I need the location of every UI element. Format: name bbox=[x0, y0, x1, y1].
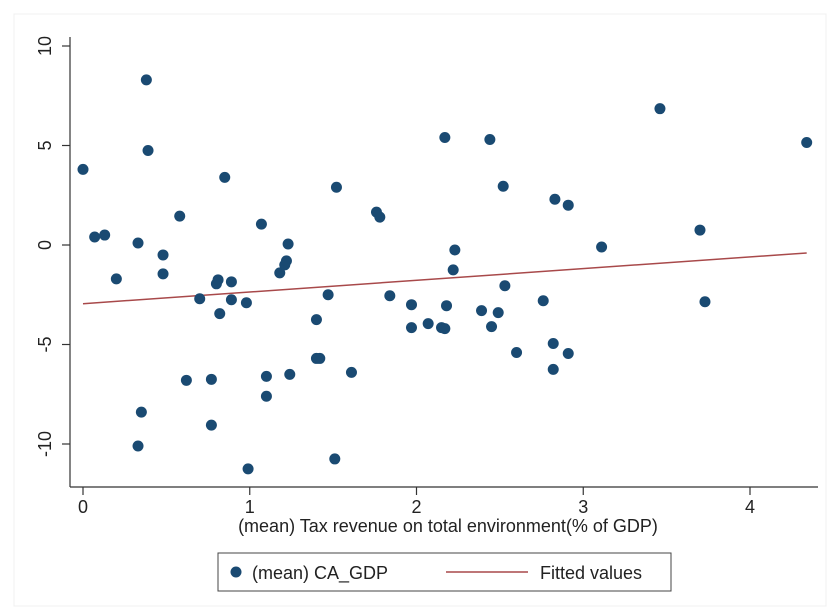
legend-label-ca-gdp: (mean) CA_GDP bbox=[252, 563, 388, 584]
scatter-point bbox=[374, 211, 386, 223]
legend-box bbox=[217, 552, 672, 592]
scatter-point bbox=[314, 352, 326, 364]
scatter-point bbox=[99, 229, 111, 241]
scatter-point bbox=[135, 406, 147, 418]
scatter-point bbox=[447, 264, 459, 276]
scatter-point bbox=[476, 305, 488, 317]
scatter-point bbox=[439, 132, 451, 144]
x-tick-label: 0 bbox=[78, 497, 88, 517]
scatter-point bbox=[132, 440, 144, 452]
scatter-point bbox=[205, 373, 217, 385]
scatter-point bbox=[422, 318, 434, 330]
scatter-point bbox=[174, 210, 186, 222]
scatter-point bbox=[497, 180, 509, 192]
scatter-point bbox=[89, 231, 101, 243]
scatter-point bbox=[142, 144, 154, 156]
scatter-point bbox=[260, 370, 272, 382]
y-tick-label: 10 bbox=[35, 36, 55, 56]
x-tick-label: 2 bbox=[411, 497, 421, 517]
scatter-point bbox=[654, 103, 666, 115]
scatter-point bbox=[225, 276, 237, 288]
scatter-point bbox=[330, 181, 342, 193]
scatter-point bbox=[484, 134, 496, 146]
scatter-point bbox=[492, 307, 504, 319]
scatter-point bbox=[801, 137, 813, 149]
scatter-point bbox=[322, 289, 334, 301]
scatter-point bbox=[77, 163, 89, 175]
scatter-point bbox=[284, 368, 296, 380]
scatter-point bbox=[180, 374, 192, 386]
scatter-point bbox=[547, 363, 559, 375]
scatter-point bbox=[242, 463, 254, 475]
y-axis-ticks: -10 -5 0 5 10 bbox=[35, 36, 70, 457]
scatter-point bbox=[132, 237, 144, 249]
scatter-point bbox=[212, 274, 224, 286]
x-axis-ticks: 0 1 2 3 4 bbox=[78, 487, 755, 517]
scatter-point bbox=[329, 453, 341, 465]
scatter-point bbox=[219, 171, 231, 183]
scatter-point bbox=[699, 296, 711, 308]
y-tick-label: 0 bbox=[35, 240, 55, 250]
x-tick-label: 3 bbox=[578, 497, 588, 517]
x-axis: 0 1 2 3 4 (mean) Tax revenue on total enviro… bbox=[70, 486, 818, 536]
legend-label-fitted: Fitted values bbox=[540, 563, 642, 583]
scatter-point bbox=[205, 419, 217, 431]
scatter-point bbox=[694, 224, 706, 236]
scatter-point bbox=[405, 299, 417, 311]
scatter-points-layer bbox=[77, 74, 813, 475]
y-tick-label: -5 bbox=[35, 336, 55, 352]
x-tick-label: 1 bbox=[245, 497, 255, 517]
scatter-point bbox=[274, 267, 286, 279]
scatter-point bbox=[486, 321, 498, 333]
scatter-point bbox=[110, 273, 122, 285]
scatter-point bbox=[441, 300, 453, 312]
scatter-point bbox=[562, 199, 574, 211]
scatter-point bbox=[439, 323, 451, 335]
scatter-point bbox=[194, 293, 206, 305]
y-tick-label: -10 bbox=[35, 431, 55, 457]
scatter-point bbox=[225, 294, 237, 306]
scatter-point bbox=[596, 241, 608, 253]
legend-marker-ca-gdp bbox=[230, 566, 242, 578]
legend: (mean) CA_GDP Fitted values bbox=[217, 552, 672, 592]
plot-area bbox=[77, 74, 813, 475]
scatter-point bbox=[240, 297, 252, 309]
scatter-point bbox=[499, 280, 511, 292]
scatter-point bbox=[549, 193, 561, 205]
scatter-point bbox=[140, 74, 152, 86]
scatter-point bbox=[345, 366, 357, 378]
scatter-point bbox=[384, 290, 396, 302]
scatter-point bbox=[260, 390, 272, 402]
scatter-point bbox=[157, 268, 169, 280]
scatter-point bbox=[214, 308, 226, 320]
x-axis-label: (mean) Tax revenue on total environment(… bbox=[238, 516, 658, 536]
scatter-point bbox=[310, 314, 322, 326]
scatter-point bbox=[547, 338, 559, 350]
scatter-point bbox=[255, 218, 267, 230]
scatter-point bbox=[537, 295, 549, 307]
x-tick-label: 4 bbox=[745, 497, 755, 517]
scatter-point bbox=[511, 346, 523, 358]
plot-region-frame bbox=[13, 13, 827, 607]
scatter-point bbox=[282, 238, 294, 250]
y-tick-label: 5 bbox=[35, 140, 55, 150]
scatter-point bbox=[562, 347, 574, 359]
y-axis: -10 -5 0 5 10 bbox=[35, 36, 71, 487]
scatter-point bbox=[157, 249, 169, 261]
scatter-point bbox=[449, 244, 461, 256]
scatter-point bbox=[280, 255, 292, 267]
scatter-point bbox=[405, 322, 417, 334]
